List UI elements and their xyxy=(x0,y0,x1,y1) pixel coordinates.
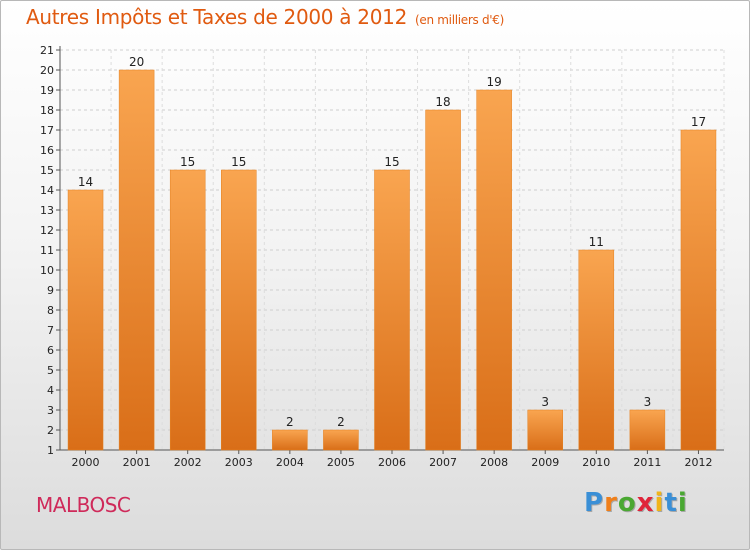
x-tick-label: 2003 xyxy=(225,456,253,469)
bar-value-label: 3 xyxy=(541,395,549,409)
y-tick-label: 17 xyxy=(40,124,54,137)
logo-letter: x xyxy=(636,488,655,518)
bar xyxy=(527,409,563,451)
logo-letter: r xyxy=(604,488,618,518)
bar-value-label: 2 xyxy=(286,415,294,429)
bar-value-label: 2 xyxy=(337,415,345,429)
bar xyxy=(578,249,615,451)
bar xyxy=(425,109,461,451)
chart-title-text: Autres Impôts et Taxes de 2000 à 2012 xyxy=(26,5,407,29)
labels: 1234567891011121314151617181920211420002… xyxy=(40,44,712,469)
bar xyxy=(118,69,155,451)
bar-value-label: 11 xyxy=(589,235,604,249)
chart-title-unit: (en milliers d'€) xyxy=(415,13,505,27)
bar xyxy=(221,169,257,451)
y-tick-label: 20 xyxy=(40,64,54,77)
y-tick-label: 8 xyxy=(47,304,54,317)
x-tick-label: 2001 xyxy=(123,456,151,469)
bar-value-label: 3 xyxy=(644,395,652,409)
y-tick-label: 13 xyxy=(40,204,54,217)
x-tick-label: 2010 xyxy=(582,456,610,469)
bar xyxy=(476,89,512,451)
y-tick-label: 6 xyxy=(47,344,54,357)
x-tick-label: 2002 xyxy=(174,456,202,469)
x-tick-label: 2007 xyxy=(429,456,457,469)
chart-title: Autres Impôts et Taxes de 2000 à 2012 (en… xyxy=(26,5,504,29)
y-tick-label: 4 xyxy=(47,384,54,397)
logo-letter: P xyxy=(584,488,605,518)
proxiti-logo: Proxiti xyxy=(584,488,688,518)
y-tick-label: 21 xyxy=(40,44,54,57)
y-tick-label: 18 xyxy=(40,104,54,117)
x-tick-label: 2008 xyxy=(480,456,508,469)
bar xyxy=(272,429,308,451)
x-tick-label: 2011 xyxy=(633,456,661,469)
y-tick-label: 9 xyxy=(47,284,54,297)
y-tick-label: 2 xyxy=(47,424,54,437)
bar xyxy=(323,429,359,451)
x-tick-label: 2004 xyxy=(276,456,304,469)
bar xyxy=(629,409,666,451)
bar xyxy=(67,189,104,451)
bar-value-label: 15 xyxy=(180,155,195,169)
y-tick-label: 19 xyxy=(40,84,54,97)
bar-value-label: 15 xyxy=(384,155,399,169)
x-tick-label: 2000 xyxy=(72,456,100,469)
bar-value-label: 20 xyxy=(129,55,144,69)
bar xyxy=(169,169,206,451)
commune-name: MALBOSC xyxy=(36,493,131,517)
bar-value-label: 17 xyxy=(691,115,706,129)
x-tick-label: 2009 xyxy=(531,456,559,469)
y-tick-label: 7 xyxy=(47,324,54,337)
logo-letter: t xyxy=(664,488,678,518)
y-tick-label: 3 xyxy=(47,404,54,417)
bar xyxy=(374,169,410,451)
bar-value-label: 14 xyxy=(78,175,93,189)
bars xyxy=(67,69,717,451)
bar-value-label: 19 xyxy=(487,75,502,89)
x-tick-label: 2012 xyxy=(684,456,712,469)
y-tick-label: 14 xyxy=(40,184,54,197)
y-tick-label: 10 xyxy=(40,264,54,277)
logo-letter: i xyxy=(654,488,665,518)
y-tick-label: 1 xyxy=(47,444,54,457)
x-tick-label: 2005 xyxy=(327,456,355,469)
y-tick-label: 11 xyxy=(40,244,54,257)
logo-letter: i xyxy=(677,488,688,518)
y-tick-label: 12 xyxy=(40,224,54,237)
bar-value-label: 15 xyxy=(231,155,246,169)
logo-letter: o xyxy=(617,488,637,518)
bar-value-label: 18 xyxy=(435,95,450,109)
y-tick-label: 5 xyxy=(47,364,54,377)
x-tick-label: 2006 xyxy=(378,456,406,469)
y-tick-label: 16 xyxy=(40,144,54,157)
y-tick-label: 15 xyxy=(40,164,54,177)
bar xyxy=(680,129,717,451)
